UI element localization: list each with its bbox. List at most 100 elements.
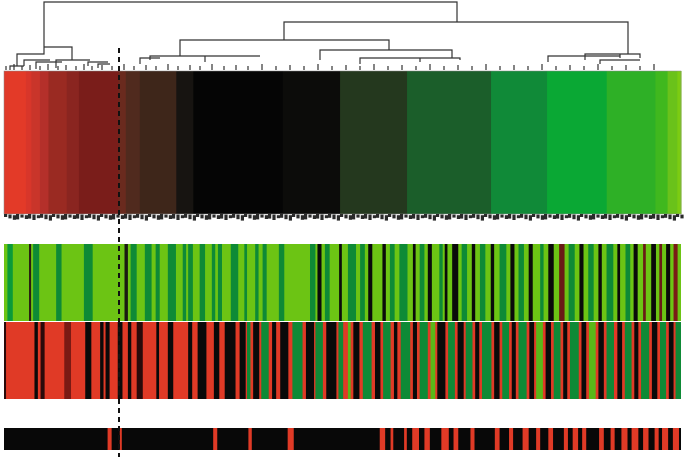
sample-label-97 [392, 214, 396, 219]
sample-label-123 [496, 214, 500, 220]
bar-bottom-stripe-9 [424, 428, 430, 450]
sample-label-90 [364, 214, 368, 219]
sample-label-124 [500, 214, 504, 218]
sample-label-160 [644, 214, 648, 218]
bar-top-stripe-44 [540, 244, 544, 321]
sample-label-1 [8, 214, 12, 219]
bar-top-stripe-6 [130, 244, 137, 321]
heatmap-band-17 [547, 71, 608, 214]
heatmap-band-3 [31, 71, 41, 214]
sample-label-24 [100, 214, 104, 217]
sample-label-157 [632, 214, 636, 219]
bar-top-stripe-29 [399, 244, 408, 321]
bar-mid-stripe-26 [338, 322, 344, 399]
sample-label-164 [660, 215, 664, 219]
bar-mid-stripe-62 [660, 322, 667, 399]
sample-label-84 [340, 214, 344, 217]
bar-mid-stripe-42 [481, 322, 492, 399]
sample-label-111 [448, 214, 452, 220]
heatmap-band-4 [39, 71, 50, 214]
sample-label-110 [444, 215, 448, 220]
bar-mid-stripe-22 [292, 322, 303, 399]
bar-top-stripe-5 [124, 244, 128, 321]
bar-mid-stripe-39 [457, 322, 464, 399]
bar-top-stripe-41 [510, 244, 515, 321]
sample-label-76 [308, 214, 312, 218]
sample-label-57 [232, 214, 236, 218]
bar-top-stripe-13 [211, 244, 216, 321]
sample-label-147 [592, 214, 596, 220]
bar-mid-stripe-46 [518, 322, 527, 399]
bar-mid-stripe-2 [40, 322, 45, 399]
sample-label-28 [116, 214, 120, 218]
sample-label-109 [440, 214, 444, 219]
sample-label-155 [624, 215, 628, 221]
sample-label-73 [296, 214, 300, 219]
sample-label-99 [400, 214, 404, 220]
sample-label-91 [368, 214, 372, 220]
bar-bottom-stripe-22 [610, 428, 615, 450]
sample-label-96 [388, 214, 392, 217]
bar-bottom-stripe-12 [470, 428, 475, 450]
sample-label-30 [124, 214, 128, 219]
bar-bottom-stripe-21 [599, 428, 604, 450]
bar-top-stripe-24 [347, 244, 357, 321]
bar-top-stripe-39 [490, 244, 495, 321]
bar-top-stripe-14 [217, 244, 222, 321]
sample-label-130 [524, 214, 528, 220]
sample-label-149 [600, 215, 604, 219]
sample-label-4 [20, 214, 24, 218]
bar-top-stripe-2 [33, 244, 40, 321]
bar-top-stripe-56 [651, 244, 656, 321]
sample-label-strip [4, 214, 684, 221]
bar-mid-stripe-25 [326, 322, 337, 399]
bar-bottom-stripe-28 [672, 428, 679, 450]
sample-label-106 [428, 214, 432, 220]
bar-top-stripe-10 [182, 244, 187, 321]
sample-label-153 [616, 214, 620, 218]
sample-label-121 [488, 214, 492, 219]
sample-label-119 [480, 215, 484, 221]
sample-label-85 [344, 214, 348, 219]
bar-mid-stripe-13 [197, 322, 207, 399]
bar-mid-stripe-30 [375, 322, 381, 399]
bar-top-stripe-53 [625, 244, 631, 321]
heatmap-band-11 [176, 71, 194, 214]
bar-top-stripe-12 [199, 244, 206, 321]
sample-label-114 [460, 214, 464, 219]
sample-label-45 [184, 214, 188, 218]
sample-label-66 [268, 214, 272, 219]
bar-top-stripe-22 [324, 244, 330, 321]
sample-label-62 [252, 215, 256, 220]
sample-label-74 [300, 215, 304, 220]
bar-top-stripe-48 [579, 244, 584, 321]
sample-label-125 [504, 215, 508, 219]
bar-top-stripe-18 [262, 244, 267, 321]
sample-label-25 [104, 214, 108, 219]
sample-label-17 [72, 215, 76, 219]
sample-label-21 [88, 214, 92, 218]
sample-label-103 [416, 214, 420, 220]
sample-label-39 [160, 214, 164, 220]
bar-top-stripe-36 [461, 244, 468, 321]
sample-label-107 [432, 215, 436, 221]
sample-label-34 [140, 214, 144, 220]
sample-label-156 [628, 214, 632, 217]
bar-bottom-stripe-8 [412, 428, 419, 450]
heatmap-band-16 [491, 71, 548, 214]
bar-top-stripe-52 [617, 244, 621, 321]
bar-mid-stripe-58 [624, 322, 632, 399]
bar-top-stripe-23 [339, 244, 342, 321]
bar-mid-stripe-19 [261, 322, 269, 399]
sample-label-5 [24, 215, 28, 219]
sample-label-46 [188, 214, 192, 220]
sample-label-3 [16, 214, 20, 220]
sample-label-81 [328, 214, 332, 218]
sample-label-89 [360, 215, 364, 219]
sample-label-72 [292, 214, 296, 217]
sample-label-38 [156, 215, 160, 220]
bar-top-stripe-3 [56, 244, 62, 321]
bar-mid-stripe-1 [34, 322, 38, 399]
sample-label-29 [120, 215, 124, 219]
heatmap-band-9 [125, 71, 141, 214]
